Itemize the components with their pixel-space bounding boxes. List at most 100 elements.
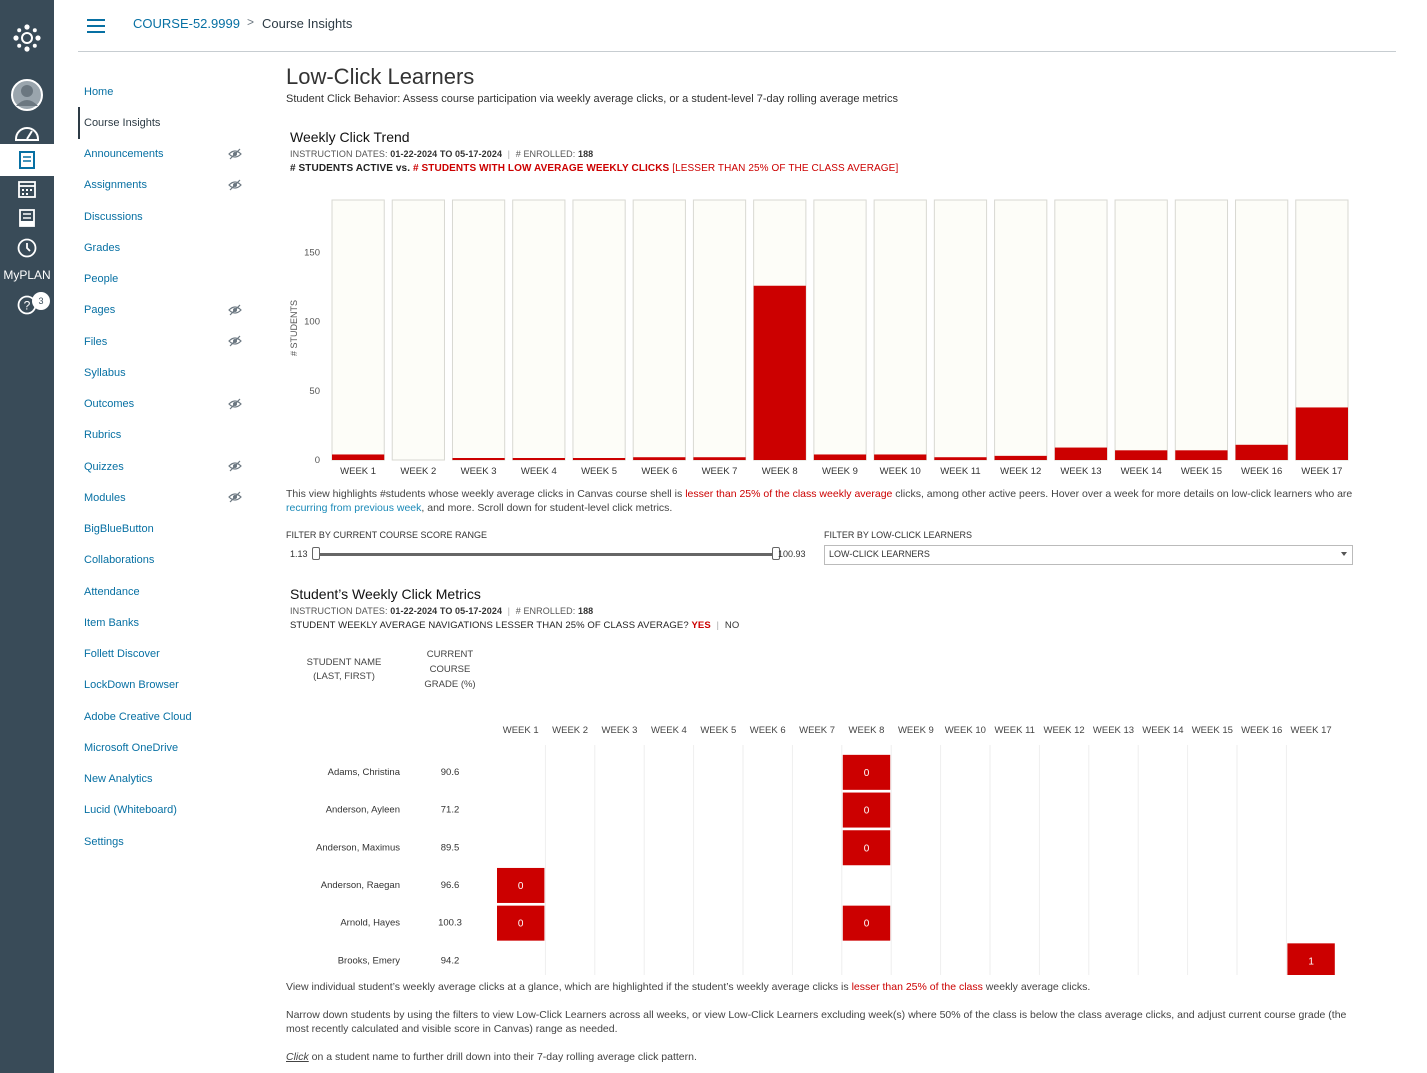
slider-max-handle[interactable] [772,547,780,560]
course-nav-grades[interactable]: Grades [78,232,248,263]
heatmap-cell[interactable] [1287,943,1335,975]
course-nav-item-banks[interactable]: Item Banks [78,607,248,638]
bar-active-1[interactable] [331,199,385,461]
lcl-filter-label: FILTER BY LOW-CLICK LEARNERS [824,530,973,540]
bar-active-9[interactable] [813,199,867,461]
bar-low-6[interactable] [633,457,686,460]
bar-low-3[interactable] [452,458,505,460]
breadcrumb-course[interactable]: COURSE-52.9999 [133,16,240,31]
eye-hidden-icon[interactable] [228,335,242,347]
heatmap-cell[interactable] [497,867,545,903]
bar-low-11[interactable] [934,457,987,460]
student-name[interactable]: Anderson, Raegan [321,880,400,891]
history-icon[interactable] [0,232,54,264]
course-nav-announcements[interactable]: Announcements [78,139,248,170]
course-nav-lockdown-browser[interactable]: LockDown Browser [78,670,248,701]
course-nav-attendance[interactable]: Attendance [78,576,248,607]
lcl-filter-dropdown[interactable]: LOW-CLICK LEARNERS [824,545,1353,565]
calendar-icon[interactable] [0,173,54,205]
course-nav-syllabus[interactable]: Syllabus [78,357,248,388]
bar-low-13[interactable] [1054,447,1108,460]
bar-active-13[interactable] [1054,199,1108,461]
bar-low-10[interactable] [874,454,927,460]
bar-active-16[interactable] [1235,199,1289,461]
bar-low-17[interactable] [1295,407,1348,460]
bar-low-4[interactable] [512,458,565,460]
bar-active-2[interactable] [391,199,445,461]
account-avatar-icon[interactable] [0,79,54,111]
eye-hidden-icon[interactable] [228,304,242,316]
bar-active-10[interactable] [873,199,927,461]
student-name[interactable]: Anderson, Maximus [316,842,400,853]
bar-active-6[interactable] [632,199,686,461]
toggle-no[interactable]: NO [724,620,740,631]
recurring-link[interactable]: recurring from previous week [286,502,422,514]
course-nav-rubrics[interactable]: Rubrics [78,420,248,451]
student-name[interactable]: Brooks, Emery [338,955,401,966]
heatmap-cell[interactable] [842,905,891,941]
bar-active-14[interactable] [1114,199,1168,461]
bar-active-12[interactable] [994,199,1048,461]
bar-low-7[interactable] [693,457,746,460]
bar-low-9[interactable] [813,454,867,460]
weekly-click-trend-chart[interactable]: # STUDENTS 0 50 100 150 WEEK 1 WEEK 2 WEEK 3 WEE… [286,192,1356,542]
course-nav-assignments[interactable]: Assignments [78,170,248,201]
bar-low-12[interactable] [994,455,1047,460]
col-header-week: WEEK 9 [898,725,934,736]
heatmap-cell[interactable] [497,905,545,941]
bar-low-8[interactable] [753,285,806,460]
bar-low-14[interactable] [1115,450,1168,460]
course-nav-follett-discover[interactable]: Follett Discover [78,639,248,670]
x-tick-label: WEEK 9 [822,466,858,477]
course-nav-modules[interactable]: Modules [78,482,248,513]
course-nav-adobe-creative-cloud[interactable]: Adobe Creative Cloud [78,701,248,732]
bar-active-7[interactable] [692,199,747,461]
eye-hidden-icon[interactable] [228,460,242,472]
hamburger-menu-icon[interactable] [87,19,105,33]
myplan-label[interactable]: MyPLAN [3,268,51,282]
course-nav-home[interactable]: Home [78,76,248,107]
inbox-icon[interactable] [0,202,54,234]
bar-low-1[interactable] [332,454,385,460]
eye-hidden-icon[interactable] [228,179,242,191]
course-nav-lucid-whiteboard[interactable]: Lucid (Whiteboard) [78,795,248,826]
course-nav-pages[interactable]: Pages [78,295,248,326]
bar-low-15[interactable] [1175,450,1228,460]
course-nav-microsoft-onedrive[interactable]: Microsoft OneDrive [78,732,248,763]
heatmap-cell[interactable] [842,792,891,828]
heatmap-cell[interactable] [842,830,891,866]
course-nav-settings[interactable]: Settings [78,826,248,857]
eye-hidden-icon[interactable] [228,148,242,160]
student-name[interactable]: Arnold, Hayes [340,918,400,929]
eye-hidden-icon[interactable] [228,398,242,410]
canvas-logo-icon[interactable] [0,22,54,54]
bar-active-15[interactable] [1174,199,1229,461]
score-range-slider[interactable]: 1.13 100.93 [286,545,816,565]
student-name[interactable]: Anderson, Ayleen [326,805,400,816]
bar-low-16[interactable] [1235,444,1288,460]
bar-low-5[interactable] [572,458,626,460]
toggle-yes[interactable]: YES [691,620,711,631]
bar-active-3[interactable] [451,199,506,461]
weekly-click-heatmap[interactable]: STUDENT NAME (LAST, FIRST) CURRENT COURSE GR… [286,645,1356,975]
course-nav-collaborations[interactable]: Collaborations [78,545,248,576]
bar-active-4[interactable] [512,199,566,461]
course-nav-people[interactable]: People [78,264,248,295]
bar-active-11[interactable] [933,199,988,461]
course-nav-course-insights[interactable]: Course Insights [78,107,248,139]
bar-active-5[interactable] [572,199,626,461]
course-nav-discussions[interactable]: Discussions [78,201,248,232]
course-nav-quizzes[interactable]: Quizzes [78,451,248,482]
courses-icon[interactable] [0,144,54,176]
heatmap-cell[interactable] [842,754,891,790]
slider-min-handle[interactable] [312,547,320,560]
course-nav-outcomes[interactable]: Outcomes [78,389,248,420]
eye-hidden-icon[interactable] [228,491,242,503]
y-tick-label: 150 [304,248,320,259]
slider-track[interactable] [316,553,776,556]
dashboard-icon[interactable] [0,116,54,148]
student-name[interactable]: Adams, Christina [328,767,401,778]
course-nav-files[interactable]: Files [78,326,248,357]
course-nav-new-analytics[interactable]: New Analytics [78,764,248,795]
course-nav-bigbluebutton[interactable]: BigBlueButton [78,514,248,545]
